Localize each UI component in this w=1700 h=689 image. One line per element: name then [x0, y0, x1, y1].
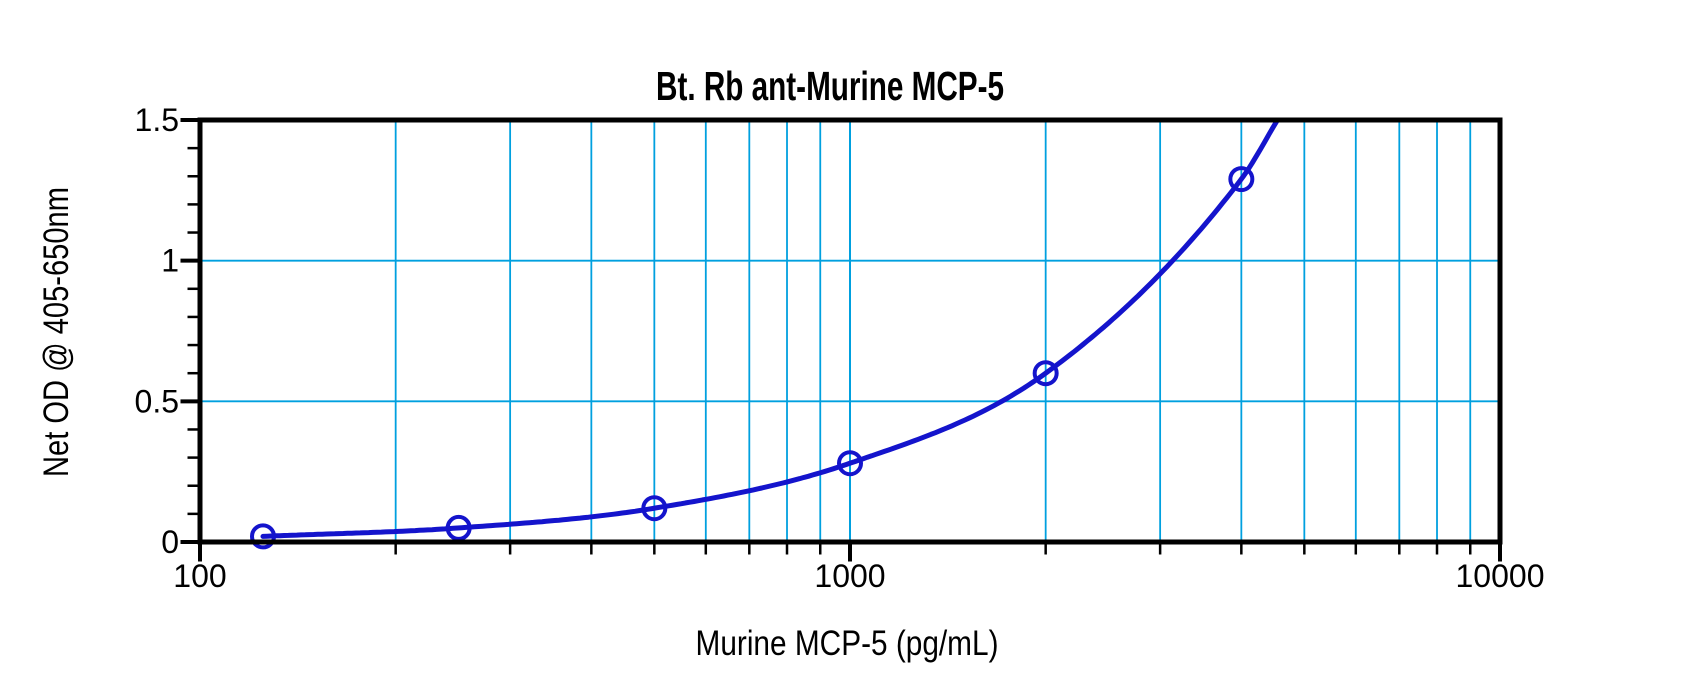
data-point-marker [641, 495, 668, 522]
data-point-marker [249, 523, 276, 550]
data-point-marker [837, 450, 863, 477]
y-tick-label: 1 [161, 243, 179, 279]
x-axis-label: Murine MCP-5 (pg/mL) [696, 624, 999, 663]
data-point-marker [1032, 360, 1059, 387]
x-tick-label: 100 [173, 558, 226, 594]
x-tick-label: 1000 [814, 558, 885, 594]
data-point-marker [445, 514, 472, 541]
y-tick-label: 0.5 [135, 383, 179, 419]
data-point-marker [1228, 166, 1255, 193]
y-tick-label: 1.5 [135, 102, 179, 138]
y-axis-label: Net OD @ 405-650nm [37, 187, 76, 477]
y-tick-label: 0 [161, 524, 179, 560]
fitted-curve [260, 120, 1280, 539]
chart-title: Bt. Rb ant-Murine MCP-5 [656, 63, 1004, 109]
plot-border [197, 117, 1503, 545]
x-tick-label: 10000 [1456, 558, 1545, 594]
plot-area: 100 1000 10000 0 0.5 1 1.5 [135, 102, 1545, 594]
